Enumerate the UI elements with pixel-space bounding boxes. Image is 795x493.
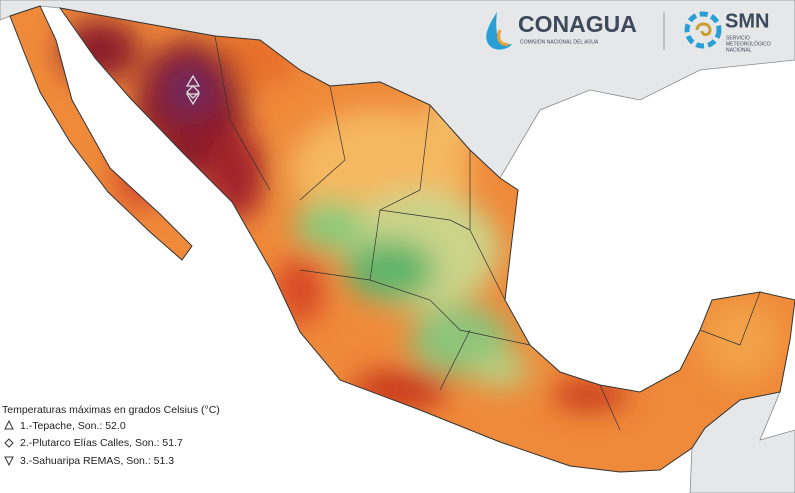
legend-title: Temperaturas máximas en grados Celsius (… — [2, 404, 220, 416]
agency: SMN — [725, 10, 769, 32]
smn-logo: SMN SERVICIO METEOROLÓGICO NACIONAL — [684, 10, 771, 53]
brand: CONAGUA — [518, 11, 637, 37]
station-markers — [185, 74, 201, 106]
conagua-logo: CONAGUA COMISIÓN NACIONAL DEL AGUA — [486, 11, 637, 50]
agency-subtitle: METEOROLÓGICO — [726, 40, 771, 47]
legend: Temperaturas máximas en grados Celsius (… — [2, 404, 220, 467]
state-borders — [214, 35, 761, 431]
agency-subtitle: NACIONAL — [726, 47, 752, 53]
legend-entry: 1.-Tepache, Son.: 52.0 — [20, 420, 126, 432]
legend-entry: 3.-Sahuaripa REMAS, Son.: 51.3 — [20, 455, 174, 467]
brand-subtitle: COMISIÓN NACIONAL DEL AGUA — [520, 38, 599, 45]
agency-subtitle: SERVICIO — [726, 35, 750, 41]
legend-entry: 2.-Plutarco Elías Calles, Son.: 51.7 — [20, 437, 183, 449]
